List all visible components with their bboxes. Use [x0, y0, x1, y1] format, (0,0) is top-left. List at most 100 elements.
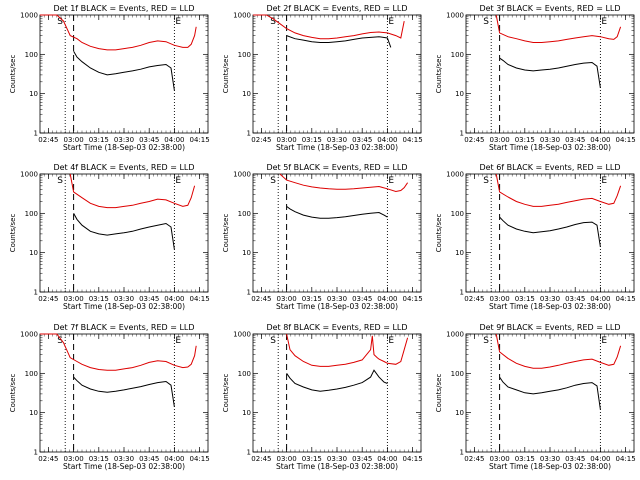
x-tick-label: 04:00: [590, 136, 610, 144]
y-axis-label: Counts/sec: [9, 374, 17, 413]
x-tick-label: 03:30: [540, 295, 560, 303]
chart-panel-1: Det 1f BLACK = Events, RED = LLD 1 10 100 10…: [9, 4, 210, 152]
x-tick-label: 04:00: [377, 455, 397, 463]
y-axis-label: Counts/sec: [9, 214, 17, 253]
x-axis-label: Start Time (18-Sep-03 02:38:00): [63, 462, 185, 471]
y-tick-label: 100: [25, 210, 38, 218]
start-marker-label: S: [270, 17, 276, 27]
chart-title: Det 6f BLACK = Events, RED = LLD: [479, 163, 620, 172]
x-tick-label: 03:30: [114, 455, 134, 463]
x-tick-label: 04:15: [190, 136, 210, 144]
x-tick-label: 03:15: [515, 455, 535, 463]
y-tick-label: 1000: [20, 12, 38, 20]
series-events-line: [499, 216, 601, 247]
y-tick-label: 10: [455, 409, 464, 417]
x-tick-label: 02:45: [38, 455, 58, 463]
end-marker-label: E: [601, 336, 607, 346]
y-tick-label: 1: [34, 130, 38, 138]
chart-panel-3: Det 3f BLACK = Events, RED = LLD 1 10 100 10…: [435, 4, 636, 152]
x-tick-label: 03:15: [302, 455, 322, 463]
series-lld-line: [40, 333, 197, 371]
plot-frame: [465, 333, 635, 453]
end-marker-label: E: [388, 176, 394, 186]
y-tick-label: 1000: [20, 331, 38, 339]
y-tick-label: 100: [238, 370, 251, 378]
x-axis-label: Start Time (18-Sep-03 02:38:00): [489, 143, 611, 152]
y-tick-label: 100: [238, 210, 251, 218]
x-tick-label: 03:15: [515, 136, 535, 144]
series-lld-line: [69, 173, 196, 209]
chart-panel-5: Det 5f BLACK = Events, RED = LLD 1 10 100 10…: [222, 163, 423, 311]
series-events-line: [73, 50, 175, 91]
x-tick-label: 03:15: [302, 295, 322, 303]
start-marker-label: S: [270, 176, 276, 186]
x-tick-label: 04:00: [377, 136, 397, 144]
x-tick-label: 03:45: [139, 455, 159, 463]
series-events-line: [73, 213, 175, 250]
y-tick-label: 10: [29, 90, 38, 98]
y-tick-label: 1000: [233, 12, 251, 20]
x-tick-label: 03:00: [277, 455, 297, 463]
start-marker-label: S: [483, 176, 489, 186]
chart-panel-6: Det 6f BLACK = Events, RED = LLD 1 10 100 10…: [435, 163, 636, 311]
series-lld-line: [279, 173, 409, 193]
y-tick-label: 1: [460, 289, 464, 297]
x-tick-label: 03:45: [352, 136, 372, 144]
y-axis-label: Counts/sec: [222, 55, 230, 94]
x-tick-label: 04:15: [403, 136, 423, 144]
y-tick-label: 1: [460, 449, 464, 457]
end-marker-label: E: [388, 336, 394, 346]
chart-title: Det 1f BLACK = Events, RED = LLD: [53, 4, 194, 13]
chart-panel-8: Det 8f BLACK = Events, RED = LLD 1 10 100 10…: [222, 323, 423, 471]
y-tick-label: 10: [29, 249, 38, 257]
x-axis-label: Start Time (18-Sep-03 02:38:00): [489, 302, 611, 311]
x-tick-label: 03:30: [540, 455, 560, 463]
x-tick-label: 04:00: [590, 295, 610, 303]
y-tick-label: 10: [29, 409, 38, 417]
plot-frame: [465, 14, 635, 134]
plot-frame: [39, 333, 209, 453]
y-tick-label: 10: [242, 249, 251, 257]
y-tick-label: 10: [242, 409, 251, 417]
x-tick-label: 03:30: [114, 136, 134, 144]
x-tick-label: 03:00: [64, 136, 84, 144]
y-tick-label: 1000: [446, 171, 464, 179]
chart-panel-4: Det 4f BLACK = Events, RED = LLD 1 10 100 10…: [9, 163, 210, 311]
x-tick-label: 03:45: [352, 455, 372, 463]
x-tick-label: 02:45: [251, 455, 271, 463]
y-tick-label: 1000: [20, 171, 38, 179]
series-events-line: [286, 205, 388, 219]
y-tick-label: 1: [460, 130, 464, 138]
y-tick-label: 1: [247, 289, 251, 297]
chart-title: Det 9f BLACK = Events, RED = LLD: [479, 323, 620, 332]
x-tick-label: 04:15: [616, 136, 636, 144]
x-tick-label: 03:00: [490, 136, 510, 144]
x-tick-label: 03:15: [515, 295, 535, 303]
y-axis-label: Counts/sec: [435, 55, 443, 94]
x-tick-label: 03:00: [490, 295, 510, 303]
x-axis-label: Start Time (18-Sep-03 02:38:00): [276, 462, 398, 471]
x-tick-label: 02:45: [464, 455, 484, 463]
series-events-line: [499, 57, 601, 88]
y-tick-label: 1: [247, 130, 251, 138]
x-tick-label: 04:00: [164, 455, 184, 463]
start-marker-label: S: [57, 336, 63, 346]
x-tick-label: 04:00: [377, 295, 397, 303]
x-axis-label: Start Time (18-Sep-03 02:38:00): [489, 462, 611, 471]
plot-frame: [252, 14, 422, 134]
x-tick-label: 03:15: [89, 295, 109, 303]
series-events-line: [286, 35, 392, 48]
x-tick-label: 03:45: [139, 136, 159, 144]
x-axis-label: Start Time (18-Sep-03 02:38:00): [63, 302, 185, 311]
y-tick-label: 100: [25, 370, 38, 378]
y-axis-label: Counts/sec: [435, 374, 443, 413]
x-tick-label: 02:45: [464, 295, 484, 303]
series-lld-line: [286, 333, 409, 367]
series-events-line: [499, 376, 601, 410]
y-tick-label: 1: [247, 449, 251, 457]
x-tick-label: 03:15: [302, 136, 322, 144]
x-tick-label: 03:15: [89, 455, 109, 463]
chart-title: Det 7f BLACK = Events, RED = LLD: [53, 323, 194, 332]
y-tick-label: 1000: [446, 12, 464, 20]
